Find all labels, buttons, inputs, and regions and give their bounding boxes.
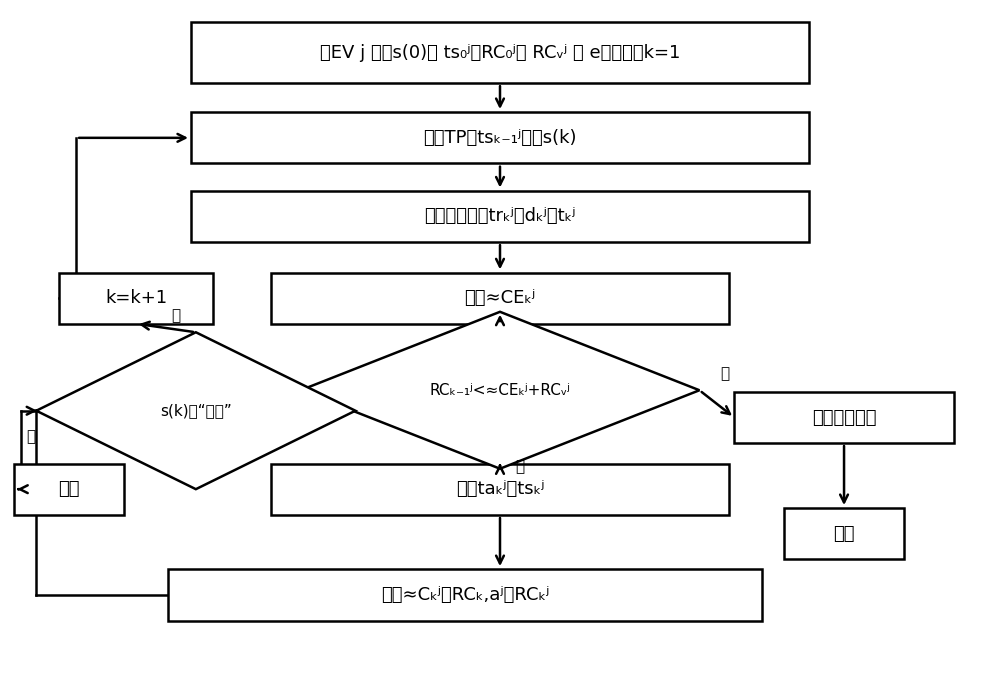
Text: 是: 是 <box>27 429 36 444</box>
FancyBboxPatch shape <box>271 273 729 324</box>
FancyBboxPatch shape <box>59 273 213 324</box>
FancyBboxPatch shape <box>191 190 809 242</box>
Text: 否: 否 <box>515 459 524 474</box>
Text: 确定taₖʲ和tsₖʲ: 确定taₖʲ和tsₖʲ <box>456 480 544 498</box>
Text: 是: 是 <box>720 366 729 381</box>
FancyBboxPatch shape <box>14 464 124 514</box>
FancyBboxPatch shape <box>191 22 809 84</box>
Text: 基于TP和tsₖ₋₁ʲ生成s(k): 基于TP和tsₖ₋₁ʲ生成s(k) <box>423 129 577 147</box>
FancyBboxPatch shape <box>784 508 904 559</box>
Text: k=k+1: k=k+1 <box>105 289 167 307</box>
FancyBboxPatch shape <box>271 464 729 514</box>
Polygon shape <box>301 312 699 469</box>
Text: RCₖ₋₁ʲ<≈CEₖʲ+RCᵥʲ: RCₖ₋₁ʲ<≈CEₖʲ+RCᵥʲ <box>430 383 570 398</box>
Text: 否: 否 <box>171 308 180 323</box>
Text: 结束: 结束 <box>58 480 80 498</box>
Polygon shape <box>36 332 355 489</box>
FancyBboxPatch shape <box>191 112 809 164</box>
Text: 确定停留地、trₖʲ、dₖʲ和tₖʲ: 确定停留地、trₖʲ、dₖʲ和tₖʲ <box>424 208 576 225</box>
Text: s(k)是“在家”: s(k)是“在家” <box>160 403 232 419</box>
Text: 为EV j 生成s(0)， ts₀ʲ，RC₀ʲ， RCᵥʲ 和 e，并设置k=1: 为EV j 生成s(0)， ts₀ʲ，RC₀ʲ， RCᵥʲ 和 e，并设置k=1 <box>320 44 680 62</box>
FancyBboxPatch shape <box>168 569 762 621</box>
Text: 确定≈CEₖʲ: 确定≈CEₖʲ <box>464 289 536 307</box>
Text: 确定≈Cₖʲ，RCₖ,aʲ和RCₖʲ: 确定≈Cₖʲ，RCₖ,aʲ和RCₖʲ <box>381 586 549 604</box>
FancyBboxPatch shape <box>734 392 954 443</box>
Text: 结束: 结束 <box>833 525 855 543</box>
Text: 获得快充需求: 获得快充需求 <box>812 408 876 427</box>
